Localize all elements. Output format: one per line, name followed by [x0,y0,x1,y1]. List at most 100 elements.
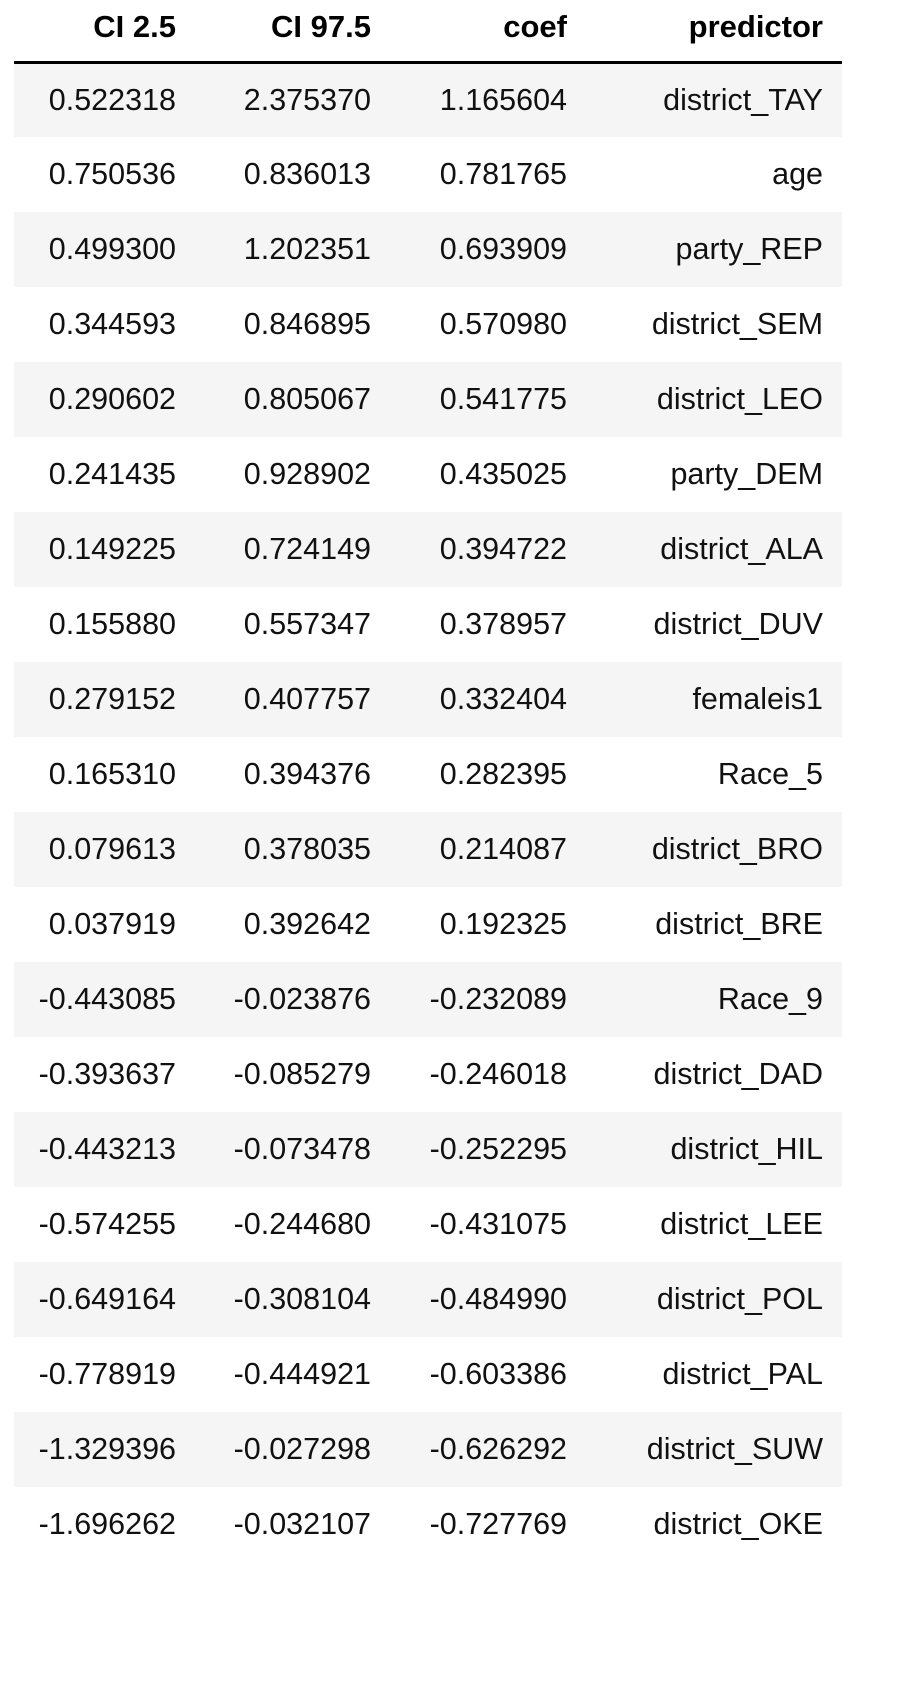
cell-coef: -0.484990 [390,1262,586,1337]
cell-predictor: district_POL [586,1262,842,1337]
cell-coef: 0.570980 [390,287,586,362]
table-body: 0.522318 2.375370 1.165604 district_TAY 0.75… [14,62,842,1562]
table-row: 0.037919 0.392642 0.192325 district_BRE [14,887,842,962]
cell-ci-97-5: -0.023876 [195,962,390,1037]
cell-ci-97-5: 0.394376 [195,737,390,812]
cell-predictor: age [586,137,842,212]
cell-ci-97-5: -0.027298 [195,1412,390,1487]
table-row: -0.443213 -0.073478 -0.252295 district_HIL [14,1112,842,1187]
cell-coef: -0.431075 [390,1187,586,1262]
cell-ci-2-5: -1.696262 [14,1487,195,1562]
cell-ci-2-5: -0.443085 [14,962,195,1037]
table-row: 0.290602 0.805067 0.541775 district_LEO [14,362,842,437]
cell-predictor: district_LEE [586,1187,842,1262]
table-row: 0.079613 0.378035 0.214087 district_BRO [14,812,842,887]
cell-ci-2-5: -0.778919 [14,1337,195,1412]
coefficient-table: CI 2.5 CI 97.5 coef predictor 0.522318 2.… [14,0,842,1562]
table-row: -0.649164 -0.308104 -0.484990 district_POL [14,1262,842,1337]
cell-ci-2-5: -1.329396 [14,1412,195,1487]
cell-ci-97-5: -0.308104 [195,1262,390,1337]
cell-ci-97-5: 0.392642 [195,887,390,962]
table-row: 0.149225 0.724149 0.394722 district_ALA [14,512,842,587]
table-row: 0.241435 0.928902 0.435025 party_DEM [14,437,842,512]
cell-ci-2-5: 0.165310 [14,737,195,812]
table-row: -0.778919 -0.444921 -0.603386 district_PAL [14,1337,842,1412]
cell-ci-2-5: 0.037919 [14,887,195,962]
header-row: CI 2.5 CI 97.5 coef predictor [14,0,842,64]
column-header-predictor: predictor [586,0,842,64]
cell-predictor: district_OKE [586,1487,842,1562]
cell-coef: 0.282395 [390,737,586,812]
cell-ci-2-5: 0.155880 [14,587,195,662]
cell-ci-97-5: 0.846895 [195,287,390,362]
cell-ci-97-5: -0.032107 [195,1487,390,1562]
cell-coef: 0.394722 [390,512,586,587]
table-row: 0.155880 0.557347 0.378957 district_DUV [14,587,842,662]
cell-coef: 0.332404 [390,662,586,737]
cell-coef: -0.727769 [390,1487,586,1562]
cell-ci-2-5: -0.443213 [14,1112,195,1187]
table-header: CI 2.5 CI 97.5 coef predictor [14,0,842,64]
cell-predictor: district_BRO [586,812,842,887]
cell-ci-97-5: 0.724149 [195,512,390,587]
cell-ci-2-5: 0.279152 [14,662,195,737]
cell-ci-97-5: -0.244680 [195,1187,390,1262]
table-row: 0.279152 0.407757 0.332404 femaleis1 [14,662,842,737]
table-row: 0.750536 0.836013 0.781765 age [14,137,842,212]
cell-coef: 0.781765 [390,137,586,212]
cell-coef: -0.232089 [390,962,586,1037]
cell-ci-97-5: 0.805067 [195,362,390,437]
cell-ci-2-5: 0.750536 [14,137,195,212]
table-row: 0.499300 1.202351 0.693909 party_REP [14,212,842,287]
cell-predictor: district_TAY [586,62,842,137]
cell-predictor: district_SEM [586,287,842,362]
cell-ci-2-5: -0.393637 [14,1037,195,1112]
column-header-coef: coef [390,0,586,64]
cell-predictor: district_LEO [586,362,842,437]
column-header-ci-2-5: CI 2.5 [14,0,195,64]
cell-ci-97-5: 1.202351 [195,212,390,287]
table-row: -0.443085 -0.023876 -0.232089 Race_9 [14,962,842,1037]
table-row: -1.329396 -0.027298 -0.626292 district_SUW [14,1412,842,1487]
table-row: 0.344593 0.846895 0.570980 district_SEM [14,287,842,362]
table-row: -1.696262 -0.032107 -0.727769 district_OKE [14,1487,842,1562]
cell-ci-97-5: -0.444921 [195,1337,390,1412]
cell-ci-97-5: 0.928902 [195,437,390,512]
cell-predictor: district_DUV [586,587,842,662]
cell-coef: 0.214087 [390,812,586,887]
cell-ci-97-5: 0.407757 [195,662,390,737]
cell-predictor: district_SUW [586,1412,842,1487]
table-row: -0.393637 -0.085279 -0.246018 district_DAD [14,1037,842,1112]
cell-ci-2-5: 0.522318 [14,62,195,137]
cell-predictor: party_REP [586,212,842,287]
cell-ci-2-5: 0.149225 [14,512,195,587]
cell-coef: 0.435025 [390,437,586,512]
cell-predictor: Race_9 [586,962,842,1037]
cell-ci-97-5: 0.557347 [195,587,390,662]
cell-ci-2-5: -0.574255 [14,1187,195,1262]
cell-predictor: district_DAD [586,1037,842,1112]
cell-predictor: party_DEM [586,437,842,512]
cell-predictor: district_BRE [586,887,842,962]
cell-ci-2-5: 0.499300 [14,212,195,287]
cell-ci-2-5: 0.290602 [14,362,195,437]
cell-predictor: Race_5 [586,737,842,812]
cell-ci-97-5: -0.073478 [195,1112,390,1187]
cell-coef: -0.252295 [390,1112,586,1187]
cell-ci-97-5: 0.378035 [195,812,390,887]
cell-predictor: district_ALA [586,512,842,587]
coefficient-table-container: CI 2.5 CI 97.5 coef predictor 0.522318 2.… [14,0,842,1562]
cell-ci-2-5: -0.649164 [14,1262,195,1337]
cell-predictor: femaleis1 [586,662,842,737]
cell-coef: -0.246018 [390,1037,586,1112]
cell-ci-2-5: 0.344593 [14,287,195,362]
cell-predictor: district_PAL [586,1337,842,1412]
cell-coef: 0.192325 [390,887,586,962]
table-row: 0.165310 0.394376 0.282395 Race_5 [14,737,842,812]
table-row: -0.574255 -0.244680 -0.431075 district_LEE [14,1187,842,1262]
cell-predictor: district_HIL [586,1112,842,1187]
cell-coef: -0.626292 [390,1412,586,1487]
cell-ci-2-5: 0.079613 [14,812,195,887]
cell-ci-97-5: 2.375370 [195,62,390,137]
column-header-ci-97-5: CI 97.5 [195,0,390,64]
